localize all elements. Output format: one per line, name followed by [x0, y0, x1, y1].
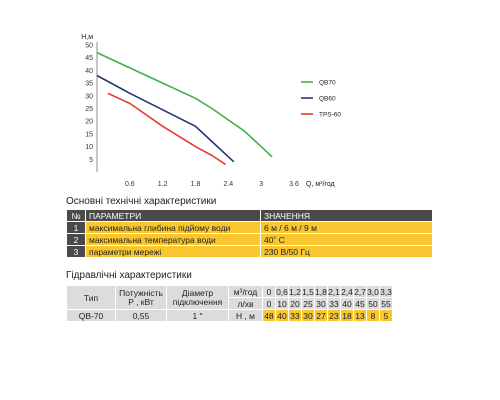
hydraulic-header-row-1: Тип Потужність P , кВт Діаметр підключен… — [66, 285, 393, 310]
series-line-qb60 — [96, 74, 235, 163]
x-tick-label: 0.6 — [125, 181, 135, 188]
hydraulic-unit-flow-m3: м³/год — [228, 285, 263, 298]
head-cell: 30 — [301, 309, 315, 322]
hydraulic-col-power-line2: P , кВт — [128, 296, 154, 307]
x-tick-label: 3.6 — [289, 181, 299, 188]
y-tick-label: 25 — [85, 106, 93, 113]
hydraulic-unit-head: H , м — [228, 309, 263, 322]
flow-l-cell: 40 — [340, 297, 354, 310]
y-tick-label: 15 — [85, 131, 93, 138]
hydraulic-col-diameter-line2: підключення — [172, 296, 223, 307]
specs-row-param: максимальна глибина підйому води — [85, 221, 261, 234]
flow-l-cell: 25 — [301, 297, 315, 310]
hydraulic-power: 0,55 — [115, 309, 167, 322]
specs-header-num: № — [66, 209, 86, 222]
flow-l-cell: 50 — [366, 297, 380, 310]
y-axis-title: H,м — [81, 34, 93, 41]
hydraulic-col-diameter-line1: Діаметр — [181, 287, 214, 298]
specs-table: № ПАРАМЕТРИ ЗНАЧЕННЯ 1 максимальна глиби… — [66, 209, 433, 258]
specs-row-param: максимальна температура води — [85, 233, 261, 246]
flow-m3-cell: 1,2 — [288, 285, 302, 298]
flow-l-cell: 33 — [327, 297, 341, 310]
flow-m3-cell: 0,6 — [275, 285, 289, 298]
hydraulic-col-power: Потужність P , кВт — [115, 285, 167, 310]
flow-l-cell: 45 — [353, 297, 367, 310]
legend-label: QB60 — [319, 95, 336, 102]
y-tick-label: 40 — [85, 68, 93, 75]
flow-m3-cell: 2,7 — [353, 285, 367, 298]
hydraulic-diameter: 1 " — [166, 309, 229, 322]
specs-row-param: параметри мережі — [85, 245, 261, 258]
chart-axes: 5 10 15 20 25 30 35 40 45 50 0.6 1.2 1.8 2.4 3 3.6 H,м Q,… — [81, 34, 334, 188]
x-tick-label: 2.4 — [223, 181, 233, 188]
y-tick-label: 5 — [89, 157, 93, 164]
series-line-tps-60 — [107, 92, 227, 166]
flow-l-cell: 30 — [314, 297, 328, 310]
hydraulic-col-diameter: Діаметр підключення — [166, 285, 229, 310]
specs-row-num: 1 — [66, 221, 86, 234]
specs-row-value: 40˚ С — [260, 233, 433, 246]
specs-row: 2 максимальна температура води 40˚ С — [66, 233, 433, 246]
flow-l-cell: 20 — [288, 297, 302, 310]
flow-l-cell: 10 — [275, 297, 289, 310]
specs-title: Основні технічні характеристики — [66, 196, 217, 207]
hydraulic-header-row-2: л/хв 0 10 20 25 30 33 40 45 50 55 — [67, 297, 393, 310]
specs-header-param: ПАРАМЕТРИ — [85, 209, 261, 222]
hydraulic-col-power-line1: Потужність — [119, 287, 163, 298]
head-cell: 40 — [275, 309, 289, 322]
head-cell: 5 — [379, 309, 393, 322]
y-tick-label: 30 — [85, 93, 93, 100]
flow-m3-cell: 3,3 — [379, 285, 393, 298]
flow-l-cell: 0 — [262, 297, 276, 310]
specs-row-value: 230 В/50 Гц — [260, 245, 433, 258]
head-cell: 18 — [340, 309, 354, 322]
x-tick-label: 3 — [259, 181, 263, 188]
head-cell: 13 — [353, 309, 367, 322]
specs-row-value: 6 м / 6 м / 9 м — [260, 221, 433, 234]
flow-m3-cell: 3,0 — [366, 285, 380, 298]
specs-row-num: 2 — [66, 233, 86, 246]
specs-row-num: 3 — [66, 245, 86, 258]
pump-performance-chart: 5 10 15 20 25 30 35 40 45 50 0.6 1.2 1.8 2.4 3 3.6 H,м Q,… — [81, 34, 341, 188]
hydraulic-title: Гідравлічні характеристики — [66, 270, 192, 281]
hydraulic-data-row: QB-70 0,55 1 " H , м 48 40 33 30 27 23 1… — [66, 309, 393, 322]
flow-m3-cell: 2,1 — [327, 285, 341, 298]
x-tick-label: 1.8 — [191, 181, 201, 188]
head-cell: 23 — [327, 309, 341, 322]
hydraulic-model: QB-70 — [66, 309, 116, 322]
legend-label: TPS-60 — [319, 111, 341, 118]
hydraulic-col-type: Тип — [66, 285, 116, 310]
y-tick-label: 45 — [85, 55, 93, 62]
specs-header-value: ЗНАЧЕННЯ — [260, 209, 433, 222]
head-cell: 48 — [262, 309, 276, 322]
x-tick-label: 1.2 — [158, 181, 168, 188]
hydraulic-unit-flow-l: л/хв — [228, 297, 263, 310]
flow-m3-cell: 1,8 — [314, 285, 328, 298]
flow-l-cell: 55 — [379, 297, 393, 310]
specs-row: 1 максимальна глибина підйому води 6 м /… — [66, 221, 433, 234]
x-axis-title: Q, м³/год — [306, 181, 335, 188]
series-line-qb70 — [96, 51, 273, 158]
head-cell: 27 — [314, 309, 328, 322]
head-cell: 8 — [366, 309, 380, 322]
flow-m3-cell: 0 — [262, 285, 276, 298]
y-tick-label: 35 — [85, 81, 93, 88]
specs-header-row: № ПАРАМЕТРИ ЗНАЧЕННЯ — [66, 209, 433, 222]
legend-label: QB70 — [319, 79, 336, 86]
head-cell: 33 — [288, 309, 302, 322]
hydraulic-table: Тип Потужність P , кВт Діаметр підключен… — [66, 285, 393, 322]
y-tick-label: 20 — [85, 119, 93, 126]
specs-row: 3 параметри мережі 230 В/50 Гц — [66, 245, 433, 258]
y-tick-label: 50 — [85, 43, 93, 50]
flow-m3-cell: 1,5 — [301, 285, 315, 298]
flow-m3-cell: 2,4 — [340, 285, 354, 298]
y-tick-label: 10 — [85, 144, 93, 151]
chart-lines — [96, 51, 273, 166]
chart-legend: QB70 QB60 TPS-60 — [301, 79, 341, 118]
